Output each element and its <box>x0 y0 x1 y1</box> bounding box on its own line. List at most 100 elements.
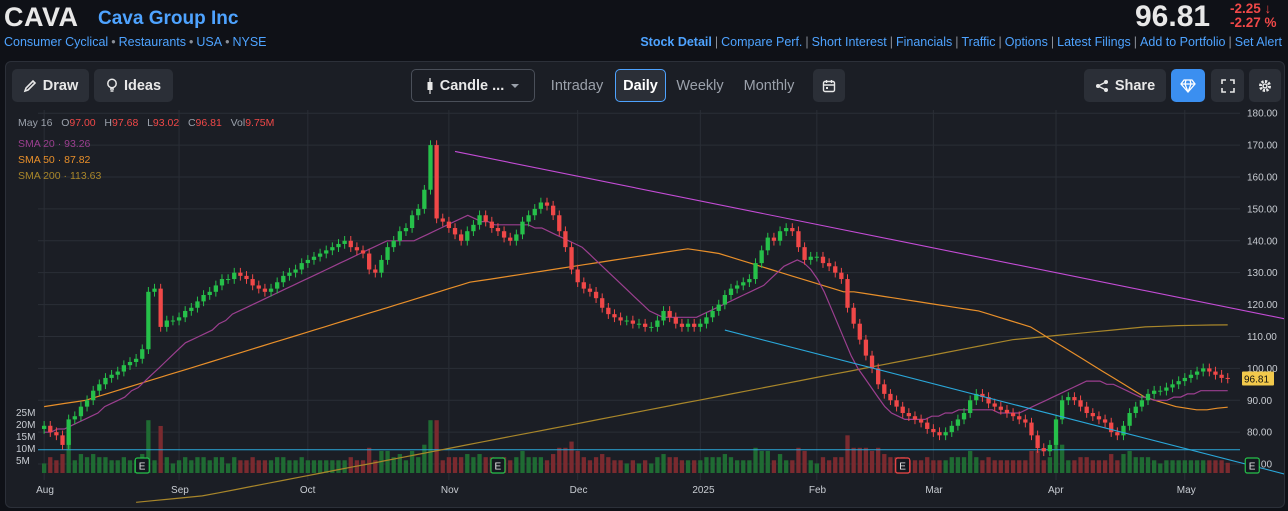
ideas-label: Ideas <box>123 77 162 94</box>
candle-body <box>759 250 764 264</box>
share-button[interactable]: Share <box>1084 69 1166 102</box>
volume-bar <box>219 457 225 473</box>
volume-bar <box>1047 457 1053 473</box>
candle-body <box>152 288 157 292</box>
candle-body <box>863 339 869 356</box>
volume-bar <box>109 460 114 473</box>
candle-body <box>311 256 317 260</box>
calendar-button[interactable] <box>813 69 845 102</box>
volume-bar <box>1072 460 1077 473</box>
earnings-marker <box>490 457 506 474</box>
x-axis-label: May <box>1177 485 1196 496</box>
volume-bar <box>1084 457 1089 473</box>
nav-compare-perf[interactable]: Compare Perf. <box>721 35 803 49</box>
candle-body <box>244 275 249 280</box>
candle-body <box>851 307 856 324</box>
volume-bar <box>704 457 709 473</box>
candle-body <box>1164 387 1169 391</box>
candle-body <box>1194 371 1200 375</box>
nav-options[interactable]: Options <box>1004 35 1048 49</box>
volume-bar <box>416 457 421 473</box>
tab-weekly[interactable]: Weekly <box>676 77 724 94</box>
chart-type-select[interactable]: Candle ... <box>411 69 535 102</box>
volume-bar <box>845 435 850 473</box>
volume-bar <box>790 460 795 473</box>
volume-bar <box>348 457 353 473</box>
volume-bar <box>360 460 366 473</box>
volume-bar <box>440 460 445 473</box>
candle-body <box>342 240 347 244</box>
candle-body <box>232 272 237 280</box>
nav-traffic[interactable]: Traffic <box>961 35 996 49</box>
legend-close: 96.81 <box>195 117 222 129</box>
country-link[interactable]: USA <box>196 35 223 49</box>
volume-bar <box>673 457 678 473</box>
candle-body <box>409 215 415 229</box>
volume-bar <box>1096 460 1102 473</box>
industry-link[interactable]: Restaurants <box>118 35 186 49</box>
sector-link[interactable]: Consumer Cyclical <box>4 35 109 49</box>
diamond-icon <box>1180 78 1196 93</box>
arrow-down-icon: ↓ <box>1264 1 1272 16</box>
volume-axis-label: 25M <box>16 408 35 419</box>
chart-panel: Draw Ideas Candle ... Intraday Daily Wee… <box>5 61 1285 508</box>
candle-body <box>176 317 182 321</box>
tab-daily[interactable]: Daily <box>615 69 666 102</box>
candle-body <box>820 256 826 264</box>
pencil-icon <box>23 79 36 92</box>
candle-body <box>796 231 801 248</box>
page-header: CAVA Cava Group Inc Consumer Cyclical • Re… <box>0 0 1288 58</box>
candle-body <box>508 237 513 241</box>
volume-bar <box>1145 457 1151 473</box>
nav-set-alert[interactable]: Set Alert <box>1234 35 1282 49</box>
nav-add-to-portfolio[interactable]: Add to Portfolio <box>1140 35 1226 49</box>
settings-button[interactable] <box>1249 69 1281 102</box>
volume-bar <box>207 460 212 473</box>
volume-bar <box>91 454 96 473</box>
candle-body <box>600 298 605 308</box>
candle-body <box>882 384 887 394</box>
volume-bar <box>808 460 813 473</box>
candle-body <box>1127 413 1132 426</box>
nav-stock-detail[interactable]: Stock Detail <box>640 35 712 49</box>
candle-body <box>66 419 71 445</box>
tab-monthly[interactable]: Monthly <box>743 77 795 94</box>
fullscreen-button[interactable] <box>1211 69 1244 102</box>
volume-bar <box>238 460 243 473</box>
ideas-button[interactable]: Ideas <box>94 69 173 102</box>
candle-body <box>912 416 918 420</box>
candle-body <box>146 291 151 350</box>
volume-bar <box>618 460 623 473</box>
volume-bar <box>1219 460 1224 473</box>
candle-body <box>459 234 464 241</box>
nav-short-interest[interactable]: Short Interest <box>811 35 887 49</box>
sma50-label: SMA 50 <box>18 154 55 166</box>
volume-bar <box>434 420 439 473</box>
volume-bar <box>1023 460 1028 473</box>
candle-body <box>158 288 163 327</box>
tab-intraday[interactable]: Intraday <box>550 77 604 94</box>
volume-bar <box>937 460 942 473</box>
volume-bar <box>1115 460 1120 473</box>
exchange-link[interactable]: NYSE <box>232 35 267 49</box>
candle-body <box>777 231 783 241</box>
volume-bar <box>164 457 169 473</box>
volume-bar <box>84 457 90 473</box>
candle-body <box>1066 397 1071 401</box>
volume-bar <box>176 460 182 473</box>
nav-financials[interactable]: Financials <box>895 35 953 49</box>
change-percent: -2.27 % <box>1230 15 1277 30</box>
price-chart[interactable]: 180.00 170.00 160.00 150.00 140.00 130.00 120.… <box>6 62 1284 507</box>
nav-latest-filings[interactable]: Latest Filings <box>1057 35 1131 49</box>
candle-body <box>949 425 954 433</box>
volume-bar <box>1109 454 1114 473</box>
volume-bar <box>876 447 881 473</box>
company-name-link[interactable]: Cava Group Inc <box>98 8 239 29</box>
candle-body <box>1213 371 1218 375</box>
draw-button[interactable]: Draw <box>12 69 89 102</box>
volume-bar <box>373 460 378 473</box>
volume-bar <box>48 457 53 473</box>
volume-bar <box>716 457 721 473</box>
premium-button[interactable] <box>1171 69 1205 102</box>
sma50-line <box>44 248 1228 411</box>
